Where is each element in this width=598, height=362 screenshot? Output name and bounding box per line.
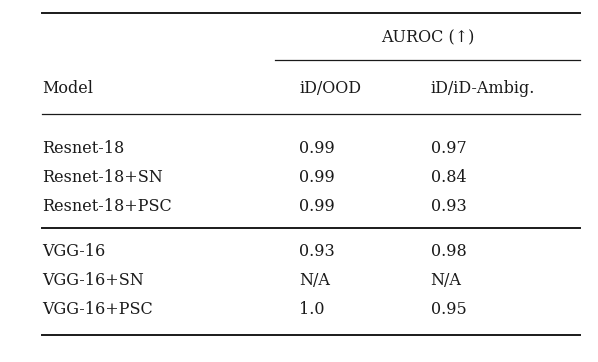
Text: 0.99: 0.99 bbox=[299, 198, 335, 215]
Text: 0.99: 0.99 bbox=[299, 140, 335, 157]
Text: 0.99: 0.99 bbox=[299, 169, 335, 186]
Text: 1.0: 1.0 bbox=[299, 301, 325, 318]
Text: 0.93: 0.93 bbox=[431, 198, 466, 215]
Text: VGG-16+SN: VGG-16+SN bbox=[42, 272, 144, 289]
Text: Resnet-18+PSC: Resnet-18+PSC bbox=[42, 198, 172, 215]
Text: VGG-16: VGG-16 bbox=[42, 243, 105, 260]
Text: iD/iD-Ambig.: iD/iD-Ambig. bbox=[431, 80, 535, 97]
Text: VGG-16+PSC: VGG-16+PSC bbox=[42, 301, 152, 318]
Text: N/A: N/A bbox=[299, 272, 330, 289]
Text: iD/OOD: iD/OOD bbox=[299, 80, 361, 97]
Text: N/A: N/A bbox=[431, 272, 462, 289]
Text: Model: Model bbox=[42, 80, 93, 97]
Text: 0.98: 0.98 bbox=[431, 243, 466, 260]
Text: 0.84: 0.84 bbox=[431, 169, 466, 186]
Text: 0.93: 0.93 bbox=[299, 243, 335, 260]
Text: 0.97: 0.97 bbox=[431, 140, 466, 157]
Text: 0.95: 0.95 bbox=[431, 301, 466, 318]
Text: Resnet-18: Resnet-18 bbox=[42, 140, 124, 157]
Text: AUROC (↑): AUROC (↑) bbox=[381, 30, 474, 46]
Text: Resnet-18+SN: Resnet-18+SN bbox=[42, 169, 163, 186]
